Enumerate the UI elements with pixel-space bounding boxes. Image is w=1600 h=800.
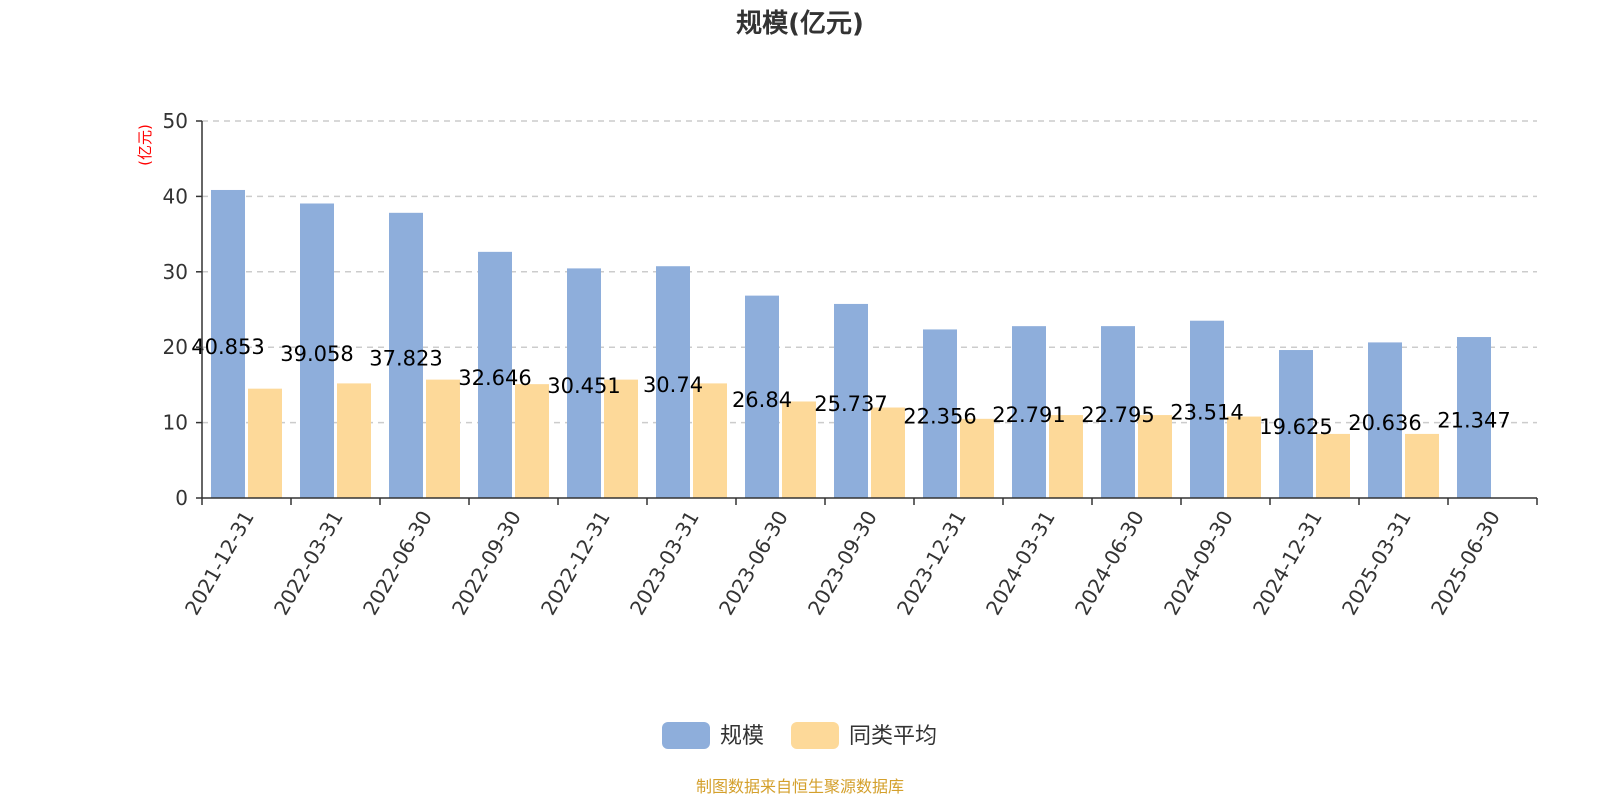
y-tick-label: 20 (163, 335, 188, 359)
x-tick-label: 2022-03-31 (269, 507, 348, 620)
grid-lines (202, 120, 1537, 424)
x-tick-label: 2022-06-30 (358, 507, 437, 620)
bar-scale[interactable] (1190, 320, 1224, 498)
bars (211, 189, 1491, 498)
x-tick-label: 2024-03-31 (981, 507, 1060, 620)
data-label-scale: 22.791 (992, 403, 1065, 427)
bar-scale[interactable] (1279, 350, 1313, 498)
data-label-scale: 26.84 (732, 388, 792, 412)
y-tick-label: 10 (163, 411, 188, 435)
bar-scale[interactable] (1012, 326, 1046, 498)
bar-peer-average[interactable] (337, 383, 371, 498)
y-tick-label: 40 (163, 184, 188, 208)
data-label-scale: 30.74 (643, 373, 703, 397)
data-label-scale: 37.823 (369, 346, 442, 370)
bar-peer-average[interactable] (871, 407, 905, 498)
bar-peer-average[interactable] (248, 388, 282, 498)
bar-scale[interactable] (834, 303, 868, 498)
bar-scale[interactable] (1101, 326, 1135, 498)
x-tick-label: 2024-12-31 (1248, 507, 1327, 620)
y-axis-label: (亿元) (136, 124, 154, 166)
y-tick-label: 0 (175, 486, 188, 510)
x-tick-label: 2025-06-30 (1426, 507, 1505, 620)
legend-label-scale[interactable]: 规模 (720, 724, 764, 749)
data-label-scale: 25.737 (814, 392, 887, 416)
data-label-scale: 20.636 (1348, 411, 1421, 435)
legend-label-peer-average[interactable]: 同类平均 (849, 724, 937, 749)
x-tick-label: 2022-12-31 (536, 507, 615, 620)
legend[interactable]: 规模 同类平均 (662, 722, 937, 749)
x-tick-label: 2023-12-31 (892, 507, 971, 620)
data-label-scale: 32.646 (458, 366, 531, 390)
data-label-scale: 30.451 (547, 374, 620, 398)
legend-swatch-scale[interactable] (662, 722, 710, 749)
bar-peer-average[interactable] (693, 383, 727, 498)
bar-scale[interactable] (211, 189, 245, 498)
x-tick-label: 2024-09-30 (1159, 507, 1238, 620)
bar-scale[interactable] (656, 266, 690, 498)
data-label-scale: 22.356 (903, 405, 976, 429)
data-label-scale: 39.058 (280, 342, 353, 366)
bar-peer-average[interactable] (515, 384, 549, 498)
x-tick-label: 2021-12-31 (180, 507, 259, 620)
x-tick-label: 2023-06-30 (714, 507, 793, 620)
y-tick-label: 30 (163, 260, 188, 284)
bar-scale[interactable] (567, 268, 601, 498)
chart-title: 规模(亿元) (736, 9, 864, 39)
data-label-scale: 21.347 (1437, 409, 1510, 433)
y-tick-label: 50 (163, 109, 188, 133)
data-label-scale: 40.853 (191, 335, 264, 359)
bar-peer-average[interactable] (1316, 433, 1350, 498)
x-tick-label: 2022-09-30 (447, 507, 526, 620)
bar-peer-average[interactable] (1138, 415, 1172, 498)
data-labels: 40.853 39.058 37.823 32.646 30.451 30.74 26.84… (191, 335, 1510, 439)
bar-peer-average[interactable] (426, 379, 460, 498)
x-tick-label: 2023-03-31 (625, 507, 704, 620)
bar-peer-average[interactable] (1049, 415, 1083, 498)
x-tick-label: 2025-03-31 (1337, 507, 1416, 620)
bar-scale[interactable] (923, 329, 957, 498)
bar-peer-average[interactable] (604, 379, 638, 498)
data-label-scale: 23.514 (1170, 400, 1243, 424)
bar-scale[interactable] (389, 212, 423, 498)
bar-peer-average[interactable] (960, 418, 994, 498)
bar-scale[interactable] (745, 295, 779, 498)
x-tick-label: 2023-09-30 (803, 507, 882, 620)
bar-scale[interactable] (478, 251, 512, 498)
data-source-note: 制图数据来自恒生聚源数据库 (696, 777, 904, 796)
bar-scale[interactable] (1368, 342, 1402, 498)
bar-scale[interactable] (1457, 337, 1491, 498)
bar-peer-average[interactable] (1227, 416, 1261, 498)
legend-swatch-peer-average[interactable] (791, 722, 839, 749)
bar-peer-average[interactable] (1405, 433, 1439, 498)
x-tick-label: 2024-06-30 (1070, 507, 1149, 620)
bar-scale[interactable] (300, 203, 334, 498)
data-label-scale: 19.625 (1259, 415, 1332, 439)
data-label-scale: 22.795 (1081, 403, 1154, 427)
bar-peer-average[interactable] (782, 401, 816, 498)
